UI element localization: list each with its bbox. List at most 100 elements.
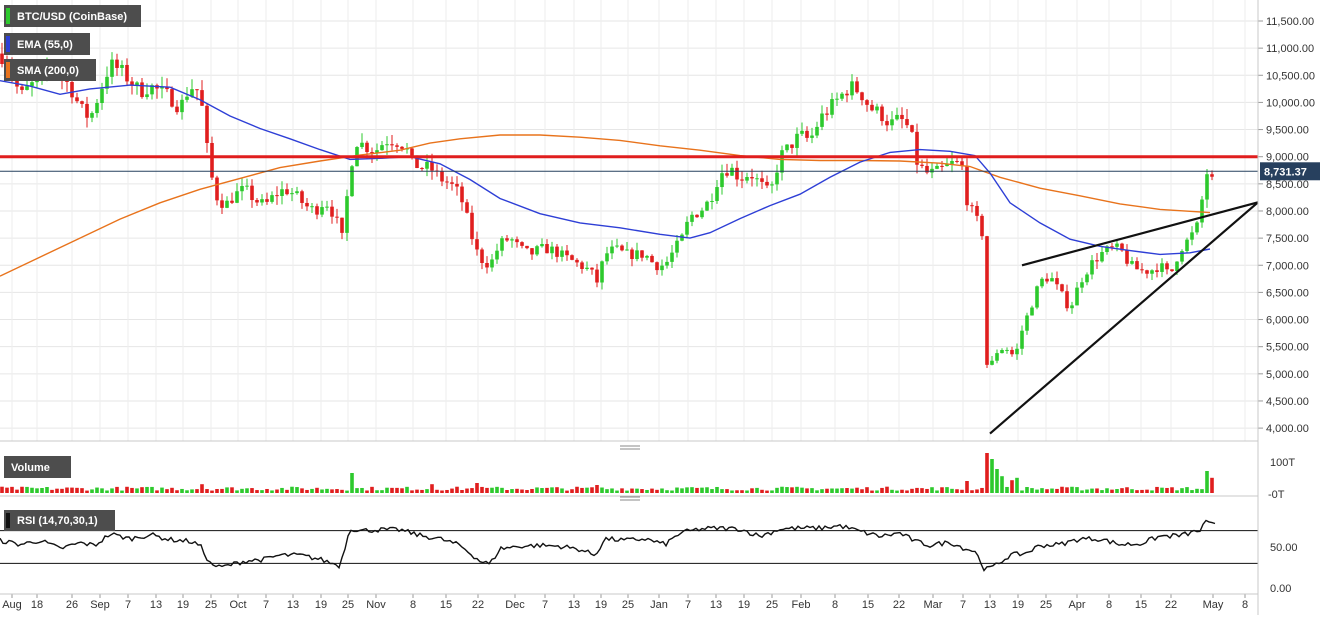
candle: [225, 200, 229, 208]
rsi-label: RSI (14,70,30,1): [17, 515, 98, 527]
candle: [675, 240, 679, 253]
volume-bar: [680, 488, 684, 493]
pane-resize-handle[interactable]: [620, 496, 640, 501]
candle: [590, 267, 594, 270]
candle: [840, 93, 844, 99]
candle: [800, 130, 804, 134]
trendline[interactable]: [1021, 201, 1259, 267]
candle: [90, 113, 94, 118]
volume-bar: [335, 489, 339, 493]
volume-bar: [830, 488, 834, 493]
candle: [740, 179, 744, 181]
volume-bar: [580, 487, 584, 493]
date-tick-label: Jan: [650, 599, 668, 611]
candle: [870, 104, 874, 111]
date-tick-label: 26: [66, 599, 78, 611]
date-tick-label: 8: [1106, 599, 1112, 611]
candle: [1200, 199, 1204, 223]
candle: [1090, 260, 1094, 275]
volume-bar: [815, 490, 819, 493]
volume-bar: [740, 490, 744, 493]
candle: [835, 98, 839, 100]
date-tick-label: 13: [568, 599, 580, 611]
candle: [1210, 174, 1214, 177]
volume-bar: [910, 488, 914, 493]
volume-bar: [560, 488, 564, 493]
volume-bar: [685, 487, 689, 493]
price-tick-label: 7,500.00: [1266, 233, 1309, 245]
volume-bar: [745, 490, 749, 493]
candle: [310, 206, 314, 208]
volume-bar: [380, 490, 384, 493]
volume-bar: [70, 487, 74, 493]
candle: [600, 261, 604, 283]
price-tick-label: 10,000.00: [1266, 97, 1315, 109]
candle: [170, 89, 174, 107]
candle: [255, 200, 259, 203]
volume-bar: [1070, 486, 1074, 493]
volume-bar: [1200, 489, 1204, 493]
volume-bar: [850, 488, 854, 493]
candle: [245, 185, 249, 187]
volume-bar: [20, 486, 24, 493]
volume-pane-label[interactable]: Volume: [4, 456, 71, 478]
volume-bar: [1050, 488, 1054, 493]
candle: [525, 245, 529, 249]
volume-bar: [390, 487, 394, 493]
volume-bar: [590, 487, 594, 493]
rsi-pane-label[interactable]: RSI (14,70,30,1): [4, 510, 115, 531]
candle: [755, 178, 759, 180]
trendline[interactable]: [989, 201, 1259, 435]
candle: [1155, 270, 1159, 272]
candle: [765, 181, 769, 186]
sma-indicator-label[interactable]: SMA (200,0): [4, 59, 96, 81]
date-tick-label: 25: [205, 599, 217, 611]
volume-bar: [10, 486, 14, 493]
candle: [810, 135, 814, 138]
volume-bar: [375, 490, 379, 493]
date-tick-label: 7: [125, 599, 131, 611]
pane-resize-handle[interactable]: [620, 445, 640, 450]
candle: [1110, 246, 1114, 248]
volume-bar: [1090, 488, 1094, 493]
candle: [910, 125, 914, 132]
candle: [370, 152, 374, 154]
candle: [350, 166, 354, 197]
volume-bar: [130, 487, 134, 493]
candle: [150, 85, 154, 95]
candle: [900, 114, 904, 120]
volume-bar: [650, 488, 654, 493]
candle: [695, 214, 699, 218]
candle: [605, 253, 609, 262]
candle: [545, 244, 549, 254]
price-tick-label: 4,500.00: [1266, 396, 1309, 408]
ema-indicator-label[interactable]: EMA (55,0): [4, 33, 90, 55]
candle: [275, 195, 279, 197]
volume-bar: [325, 488, 329, 493]
candle: [335, 216, 339, 218]
candle: [1015, 348, 1019, 355]
candle: [520, 242, 524, 246]
date-tick-label: 19: [738, 599, 750, 611]
candle: [390, 144, 394, 146]
volume-bar: [1040, 488, 1044, 493]
volume-bar: [675, 487, 679, 493]
candle: [1025, 315, 1029, 331]
candle: [285, 189, 289, 195]
volume-bar: [425, 489, 429, 493]
volume-bar: [255, 490, 259, 493]
candle: [935, 165, 939, 169]
candle: [775, 172, 779, 185]
candle: [415, 155, 419, 169]
volume-bar: [310, 488, 314, 493]
volume-bar: [960, 489, 964, 493]
volume-bar: [820, 489, 824, 493]
volume-bar: [665, 490, 669, 493]
candle: [925, 165, 929, 173]
volume-bar: [480, 486, 484, 493]
volume-bar: [1155, 486, 1159, 493]
candle: [1190, 232, 1194, 240]
candle: [980, 215, 984, 237]
chart-title-label[interactable]: BTC/USD (CoinBase): [4, 5, 141, 27]
volume-bar: [225, 487, 229, 493]
